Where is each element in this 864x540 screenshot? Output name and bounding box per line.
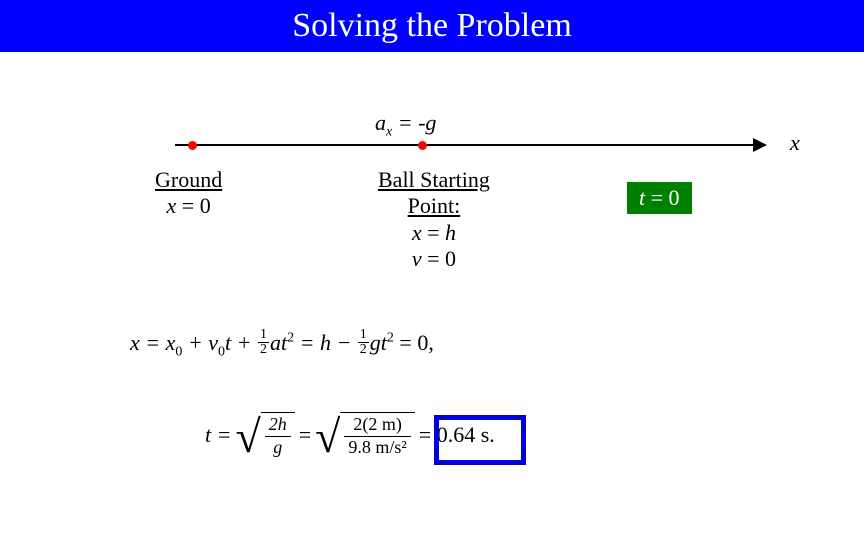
t0-rhs: = 0	[645, 185, 679, 210]
start-heading2: Point:	[378, 193, 490, 219]
start-point-dot	[418, 141, 427, 150]
eq2-lead: t =	[205, 422, 231, 448]
frac-half-2: 12	[358, 328, 369, 357]
x-axis-arrow	[753, 138, 767, 152]
ground-point-dot	[188, 141, 197, 150]
frac-half-1: 12	[258, 328, 269, 357]
ground-eq: x = 0	[167, 193, 211, 218]
accel-symbol: a	[375, 110, 386, 135]
ground-label-block: Ground x = 0	[155, 167, 222, 220]
accel-rhs: = -g	[392, 110, 436, 135]
frac-2h-g: 2h g	[265, 415, 291, 458]
title-bar: Solving the Problem	[0, 0, 864, 52]
start-x-eq: x = h	[412, 220, 456, 245]
acceleration-label: ax = -g	[375, 110, 436, 140]
axis-x-label: x	[790, 130, 800, 156]
frac-numeric: 2(2 m) 9.8 m/s²	[344, 415, 410, 458]
t-zero-box: t = 0	[627, 182, 692, 214]
sqrt-1: √ 2h g	[235, 412, 294, 458]
start-label-block: Ball Starting Point: x = h v = 0	[378, 167, 490, 273]
slide-title: Solving the Problem	[292, 7, 572, 45]
x-axis-line	[175, 144, 755, 146]
sqrt-2: √ 2(2 m) 9.8 m/s²	[315, 412, 415, 458]
position-equation: x = x0 + v0t + 12at2 = h − 12gt2 = 0,	[130, 330, 434, 360]
start-heading1: Ball Starting	[378, 167, 490, 193]
time-equation: t = √ 2h g = √ 2(2 m) 9.8 m/s² = 0.64 s.	[205, 412, 495, 458]
start-v-eq: v = 0	[412, 246, 456, 271]
eq2-mid: =	[299, 422, 311, 448]
ground-heading: Ground	[155, 167, 222, 193]
eq2-tail: = 0.64 s.	[419, 422, 495, 448]
